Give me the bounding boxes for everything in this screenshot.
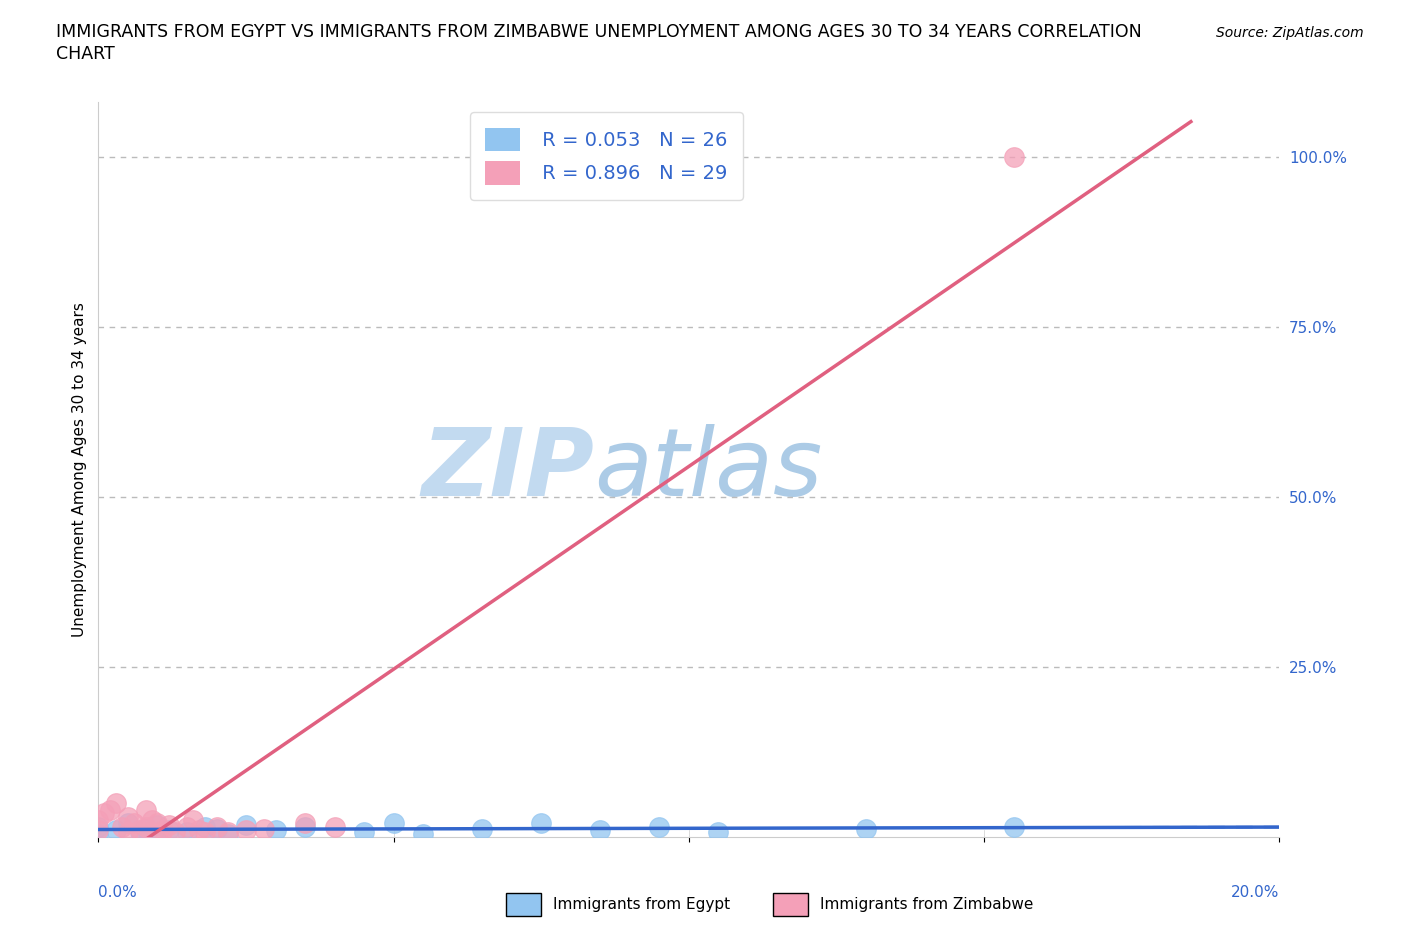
Text: 20.0%: 20.0%: [1232, 884, 1279, 899]
Text: ZIP: ZIP: [422, 424, 595, 515]
Point: [589, 823, 612, 838]
Point: [294, 819, 316, 834]
Point: [194, 824, 217, 839]
Point: [323, 819, 346, 834]
Point: [93, 805, 115, 820]
Text: CHART: CHART: [56, 45, 115, 62]
Point: [141, 813, 163, 828]
Point: [117, 824, 139, 839]
Point: [707, 824, 730, 839]
Point: [87, 823, 110, 838]
Point: [152, 823, 174, 838]
Point: [157, 823, 180, 838]
Text: Immigrants from Egypt: Immigrants from Egypt: [553, 897, 730, 912]
Point: [294, 816, 316, 830]
Point: [253, 821, 276, 836]
Point: [98, 803, 121, 817]
Text: 0.0%: 0.0%: [98, 884, 138, 899]
Legend:  R = 0.053   N = 26,  R = 0.896   N = 29: R = 0.053 N = 26, R = 0.896 N = 29: [470, 112, 742, 200]
Point: [235, 817, 257, 832]
Point: [165, 824, 187, 839]
Point: [135, 821, 157, 836]
Point: [1002, 819, 1025, 834]
Point: [87, 826, 110, 841]
Text: atlas: atlas: [595, 424, 823, 515]
Point: [176, 819, 198, 834]
Point: [530, 816, 553, 830]
Point: [111, 819, 134, 834]
Point: [135, 803, 157, 817]
Point: [187, 823, 209, 838]
Text: Immigrants from Zimbabwe: Immigrants from Zimbabwe: [820, 897, 1033, 912]
Point: [181, 813, 204, 828]
Point: [128, 824, 150, 839]
Point: [128, 823, 150, 838]
Point: [217, 826, 239, 841]
Point: [87, 819, 110, 834]
Point: [176, 824, 198, 839]
Point: [194, 819, 217, 834]
Point: [353, 824, 375, 839]
Point: [648, 819, 671, 834]
Point: [146, 817, 169, 832]
Point: [205, 819, 228, 834]
Point: [117, 816, 139, 830]
Point: [105, 795, 128, 810]
Text: IMMIGRANTS FROM EGYPT VS IMMIGRANTS FROM ZIMBABWE UNEMPLOYMENT AMONG AGES 30 TO : IMMIGRANTS FROM EGYPT VS IMMIGRANTS FROM…: [56, 23, 1142, 41]
Point: [1002, 150, 1025, 165]
Point: [855, 821, 877, 836]
Point: [205, 821, 228, 836]
Point: [105, 823, 128, 838]
Point: [157, 817, 180, 832]
Point: [146, 830, 169, 844]
Point: [146, 826, 169, 841]
Point: [471, 821, 494, 836]
Y-axis label: Unemployment Among Ages 30 to 34 years: Unemployment Among Ages 30 to 34 years: [72, 302, 87, 637]
Text: Source: ZipAtlas.com: Source: ZipAtlas.com: [1216, 26, 1364, 40]
Point: [217, 824, 239, 839]
Point: [412, 826, 434, 841]
Point: [235, 823, 257, 838]
Point: [117, 809, 139, 824]
Point: [146, 816, 169, 830]
Point: [122, 816, 145, 830]
Point: [382, 816, 405, 830]
Point: [264, 823, 287, 838]
Point: [87, 813, 110, 828]
Point: [135, 819, 157, 834]
